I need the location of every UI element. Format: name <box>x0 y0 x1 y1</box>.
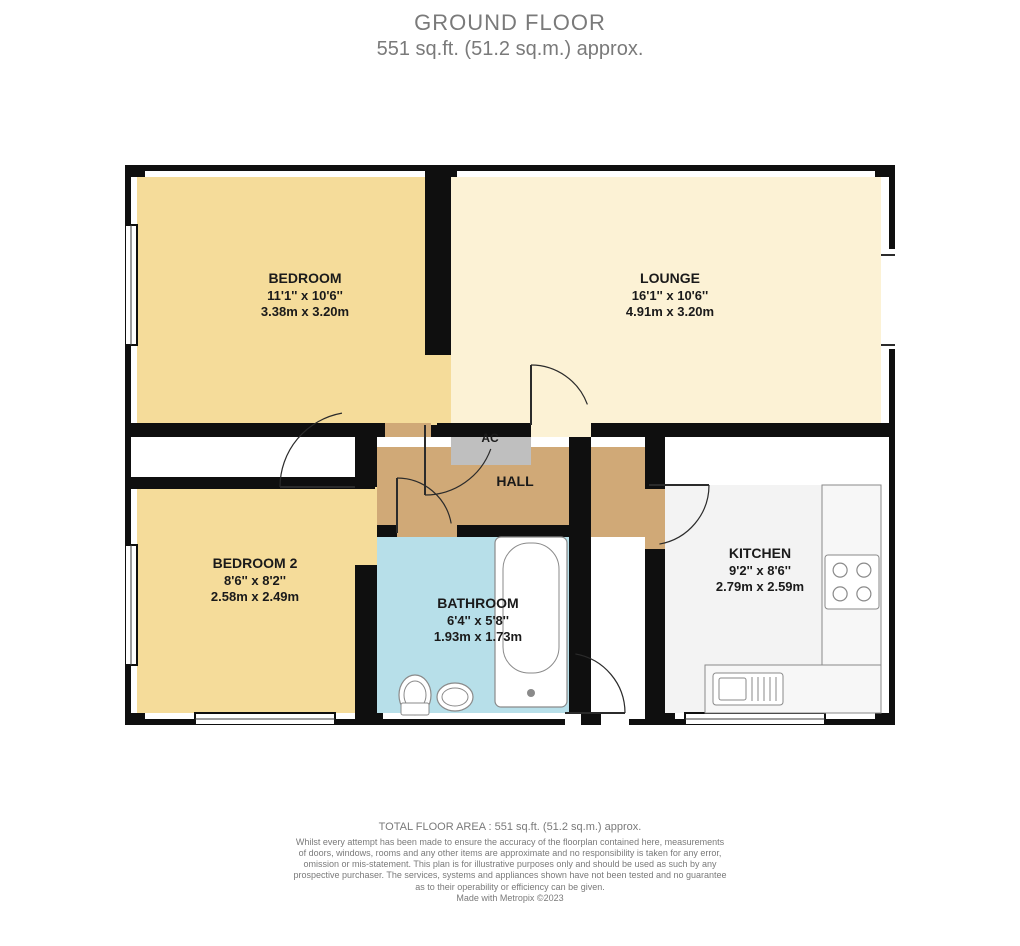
room-dim-metric: 2.58m x 2.49m <box>175 589 335 605</box>
footer: TOTAL FLOOR AREA : 551 sq.ft. (51.2 sq.m… <box>0 821 1020 905</box>
disclaimer-line: of doors, windows, rooms and any other i… <box>190 848 830 859</box>
room-dim-metric: 1.93m x 1.73m <box>403 629 553 645</box>
disclaimer-line: omission or mis-statement. This plan is … <box>190 859 830 870</box>
room-name: AC <box>465 431 515 446</box>
room-name: BEDROOM 2 <box>175 555 335 573</box>
label-bedroom2: BEDROOM 2 8'6'' x 8'2'' 2.58m x 2.49m <box>175 555 335 605</box>
room-dim-imperial: 16'1'' x 10'6'' <box>585 288 755 304</box>
label-ac: AC <box>465 431 515 446</box>
disclaimer-line: Whilst every attempt has been made to en… <box>190 837 830 848</box>
disclaimer-line: prospective purchaser. The services, sys… <box>190 870 830 881</box>
room-dim-imperial: 8'6'' x 8'2'' <box>175 573 335 589</box>
room-name: BEDROOM <box>230 270 380 288</box>
floorplan: BEDROOM 11'1'' x 10'6'' 3.38m x 3.20m LO… <box>125 165 895 725</box>
room-name: LOUNGE <box>585 270 755 288</box>
room-name: BATHROOM <box>403 595 553 613</box>
label-bathroom: BATHROOM 6'4'' x 5'8'' 1.93m x 1.73m <box>403 595 553 645</box>
room-dim-metric: 4.91m x 3.20m <box>585 304 755 320</box>
room-dim-imperial: 6'4'' x 5'8'' <box>403 613 553 629</box>
label-kitchen: KITCHEN 9'2'' x 8'6'' 2.79m x 2.59m <box>680 545 840 595</box>
footer-total: TOTAL FLOOR AREA : 551 sq.ft. (51.2 sq.m… <box>0 821 1020 833</box>
room-name: KITCHEN <box>680 545 840 563</box>
room-dim-metric: 3.38m x 3.20m <box>230 304 380 320</box>
label-bedroom1: BEDROOM 11'1'' x 10'6'' 3.38m x 3.20m <box>230 270 380 320</box>
footer-disclaimer: Whilst every attempt has been made to en… <box>190 837 830 905</box>
room-dim-imperial: 11'1'' x 10'6'' <box>230 288 380 304</box>
page: GROUND FLOOR 551 sq.ft. (51.2 sq.m.) app… <box>0 0 1020 946</box>
label-hall: HALL <box>475 473 555 491</box>
room-dim-metric: 2.79m x 2.59m <box>680 579 840 595</box>
label-lounge: LOUNGE 16'1'' x 10'6'' 4.91m x 3.20m <box>585 270 755 320</box>
title-line1: GROUND FLOOR <box>0 10 1020 36</box>
disclaimer-line: Made with Metropix ©2023 <box>190 893 830 904</box>
room-name: HALL <box>475 473 555 491</box>
title-line2: 551 sq.ft. (51.2 sq.m.) approx. <box>0 38 1020 61</box>
disclaimer-line: as to their operability or efficiency ca… <box>190 882 830 893</box>
title-block: GROUND FLOOR 551 sq.ft. (51.2 sq.m.) app… <box>0 10 1020 61</box>
room-dim-imperial: 9'2'' x 8'6'' <box>680 563 840 579</box>
